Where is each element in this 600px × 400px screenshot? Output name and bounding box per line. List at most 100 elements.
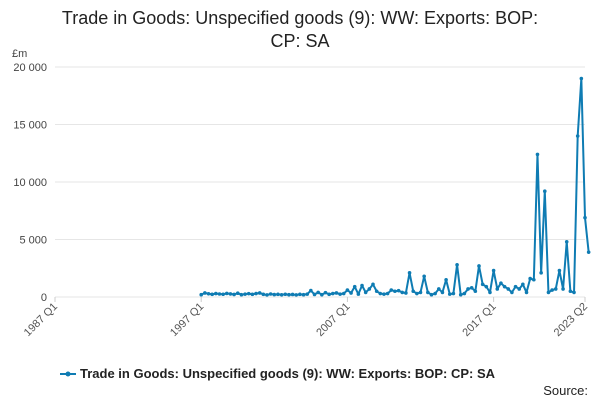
data-point <box>257 291 262 295</box>
data-point <box>228 292 233 296</box>
data-point <box>404 291 408 295</box>
data-point <box>400 290 405 295</box>
data-point <box>393 289 397 294</box>
data-point <box>341 291 346 296</box>
data-point <box>301 292 306 297</box>
data-point <box>349 291 353 295</box>
data-point <box>513 284 518 289</box>
x-tick-label: 2023 Q2 <box>552 301 590 339</box>
data-point <box>290 292 295 297</box>
data-point <box>462 291 467 296</box>
data-point <box>469 286 474 290</box>
data-point <box>539 271 543 275</box>
y-tick-label: 0 <box>41 292 47 304</box>
data-point <box>440 290 445 295</box>
data-point <box>235 291 240 296</box>
data-point <box>447 292 452 296</box>
y-tick-label: 5 000 <box>19 235 47 247</box>
data-point <box>371 282 375 287</box>
data-point <box>586 250 591 254</box>
data-point <box>389 288 394 292</box>
data-point <box>444 277 448 282</box>
data-point <box>250 292 255 297</box>
data-point <box>433 291 437 296</box>
data-point <box>327 292 331 297</box>
data-point <box>575 134 580 138</box>
data-point <box>246 291 251 296</box>
data-point <box>502 284 507 289</box>
data-point <box>309 288 313 293</box>
data-point <box>524 290 529 295</box>
data-point <box>521 282 525 287</box>
data-point <box>214 291 218 296</box>
data-point <box>279 293 284 297</box>
data-point <box>367 287 372 291</box>
series-line <box>200 77 590 296</box>
legend: Trade in Goods: Unspecified goods (9): W… <box>60 366 496 381</box>
data-point <box>553 287 558 291</box>
data-point <box>561 287 565 291</box>
y-tick-label: 10 000 <box>13 177 47 189</box>
legend-entry: Trade in Goods: Unspecified goods (9): W… <box>80 366 496 381</box>
data-point <box>550 288 554 292</box>
x-tick-label: 2007 Q1 <box>314 301 352 339</box>
data-point <box>363 290 368 295</box>
data-point <box>312 292 317 297</box>
data-point <box>199 292 204 297</box>
data-point <box>458 292 463 297</box>
data-point <box>210 292 214 297</box>
data-point <box>477 264 481 268</box>
y-tick-label: 20 000 <box>13 62 47 74</box>
data-point <box>265 293 269 297</box>
data-point <box>320 292 324 297</box>
data-point <box>334 291 339 295</box>
chart-title: Trade in Goods: Unspecified goods (9): W… <box>62 8 538 51</box>
data-point <box>276 292 280 297</box>
data-point <box>411 289 416 294</box>
data-point <box>422 274 426 279</box>
data-point <box>542 189 547 193</box>
y-axis-unit-label: £m <box>12 48 27 60</box>
data-point <box>382 292 386 296</box>
source-label: Source: <box>543 383 588 398</box>
data-point <box>356 292 361 296</box>
x-axis: 1987 Q1 1997 Q1 2007 Q1 2017 Q1 2023 Q2 <box>22 297 590 339</box>
y-tick-label: 15 000 <box>13 120 47 132</box>
data-point <box>488 290 492 295</box>
data-point <box>385 291 390 296</box>
data-point <box>451 291 456 296</box>
data-point <box>546 290 551 295</box>
data-point <box>583 215 587 220</box>
data-point <box>510 290 514 295</box>
data-point <box>455 263 459 267</box>
data-point <box>568 289 573 294</box>
data-point <box>426 290 430 295</box>
y-gridlines <box>55 66 585 298</box>
data-point <box>407 271 412 275</box>
plot-area <box>199 76 591 297</box>
data-point <box>305 292 310 296</box>
data-point <box>579 76 584 81</box>
data-point <box>378 291 383 296</box>
data-point <box>415 291 419 296</box>
data-point <box>268 292 273 296</box>
data-point <box>499 281 503 286</box>
data-point <box>298 292 302 297</box>
data-point <box>221 292 225 297</box>
data-point <box>473 289 478 294</box>
data-point <box>491 268 496 273</box>
data-point <box>374 289 379 294</box>
data-point <box>480 282 485 287</box>
data-point <box>484 284 489 289</box>
data-point <box>528 276 532 281</box>
data-point <box>572 290 576 295</box>
data-point <box>217 292 222 296</box>
data-point <box>360 283 364 288</box>
data-point <box>203 291 207 295</box>
data-point <box>532 277 536 282</box>
x-tick-label: 1987 Q1 <box>22 301 60 339</box>
data-point <box>316 290 320 295</box>
data-point <box>506 287 511 291</box>
chart-title-line-1: Trade in Goods: Unspecified goods (9): W… <box>62 8 538 28</box>
